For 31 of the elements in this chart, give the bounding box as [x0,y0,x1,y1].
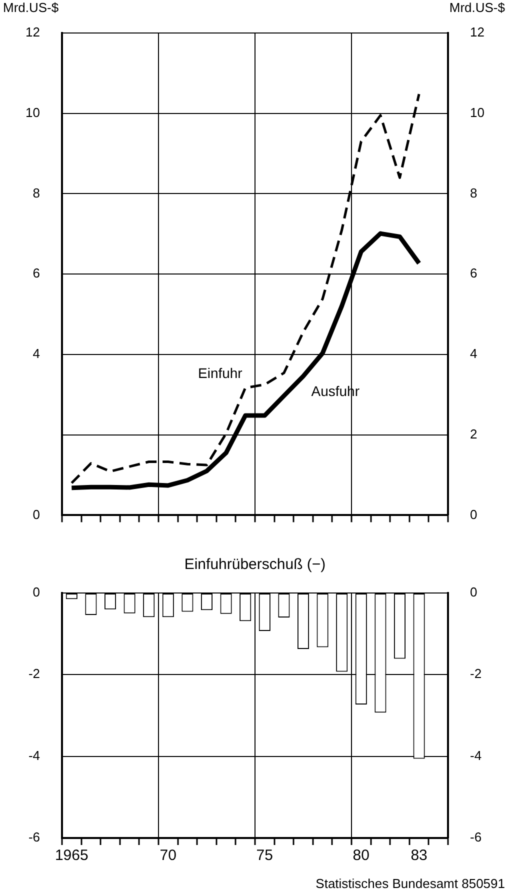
y-tick-label: 10 [26,104,40,120]
y2-tick-label: 4 [470,346,478,362]
y-tick-label: -6 [28,830,40,845]
y2-tick-label: 2 [470,426,478,442]
y-tick-label: 12 [26,24,40,40]
x-tick-label: 83 [410,847,428,864]
x-tick-label: 1965 [54,847,88,864]
y2-tick-label: 8 [470,185,478,200]
y2-tick-label: 12 [470,24,484,40]
text: Statistisches Bundesamt 850591 [316,876,505,891]
y-tick-label: -2 [28,666,40,682]
y2-tick-label: 0 [470,506,478,522]
y-tick-label: 4 [32,346,40,362]
y2-tick-label: 10 [470,104,484,120]
y2-tick-label: -6 [470,830,482,845]
x-tick-label: 70 [160,847,176,864]
y-axis-title: Mrd.US-$ [3,0,60,15]
y2-axis-title: Mrd.US-$ [449,0,506,15]
y-tick-label: -4 [28,748,40,763]
y2-tick-label: -2 [470,666,482,682]
y2-tick-label: 6 [470,266,478,281]
x-tick-label: 80 [352,847,370,864]
y2-tick-label: 0 [470,584,478,600]
x-tick-label: 75 [256,847,273,864]
y2-tick-label: -4 [470,748,482,763]
y-tick-label: 0 [32,584,40,600]
y-tick-label: 8 [32,185,40,200]
series-label: Einfuhr [198,364,243,381]
y-tick-label: 6 [32,266,40,281]
chart-title: Einfuhrüberschuß (−) [184,556,326,573]
y-tick-label: 0 [32,506,40,522]
